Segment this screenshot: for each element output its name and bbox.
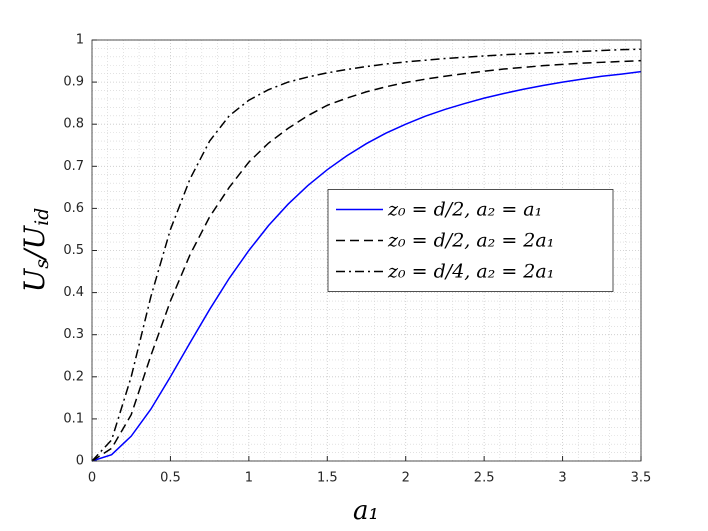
y-tick-label: 0.1 xyxy=(63,411,84,426)
x-tick-label: 3.5 xyxy=(631,471,652,486)
series-line xyxy=(91,48,642,462)
x-tick-label: 0 xyxy=(88,471,96,486)
x-tick-label: 1 xyxy=(245,471,253,486)
x-axis-label: a₁ xyxy=(353,496,379,526)
y-label-part: U xyxy=(18,267,51,292)
x-tick-label: 2.5 xyxy=(474,471,495,486)
y-label-part: /U xyxy=(18,225,51,262)
y-tick-label: 0 xyxy=(76,454,84,469)
series-line xyxy=(91,59,642,462)
legend-box xyxy=(327,189,614,292)
x-tick-label: 0.5 xyxy=(160,471,181,486)
y-tick-label: 0.7 xyxy=(63,159,84,174)
y-label-sub: id xyxy=(31,208,53,226)
y-tick-label: 0.9 xyxy=(63,75,84,90)
legend-label: z₀ = d/4, a₂ = 2a₁ xyxy=(387,261,554,283)
y-tick-label: 0.4 xyxy=(63,285,84,300)
y-tick-label: 0.3 xyxy=(63,327,84,342)
y-tick-label: 0.5 xyxy=(63,243,84,258)
y-label-sub: s xyxy=(31,259,53,269)
y-axis-label: Us/Uid xyxy=(18,208,54,293)
y-tick-label: 1 xyxy=(76,33,84,48)
axes-box xyxy=(91,39,642,462)
series-line xyxy=(91,70,642,462)
x-tick-label: 3 xyxy=(558,471,566,486)
legend-label: z₀ = d/2, a₂ = 2a₁ xyxy=(387,230,554,252)
x-tick-label: 1.5 xyxy=(317,471,338,486)
x-tick-label: 2 xyxy=(402,471,410,486)
y-tick-label: 0.8 xyxy=(63,117,84,132)
y-tick-label: 0.6 xyxy=(63,201,84,216)
legend-label: z₀ = d/2, a₂ = a₁ xyxy=(387,199,542,221)
y-tick-label: 0.2 xyxy=(63,369,84,384)
